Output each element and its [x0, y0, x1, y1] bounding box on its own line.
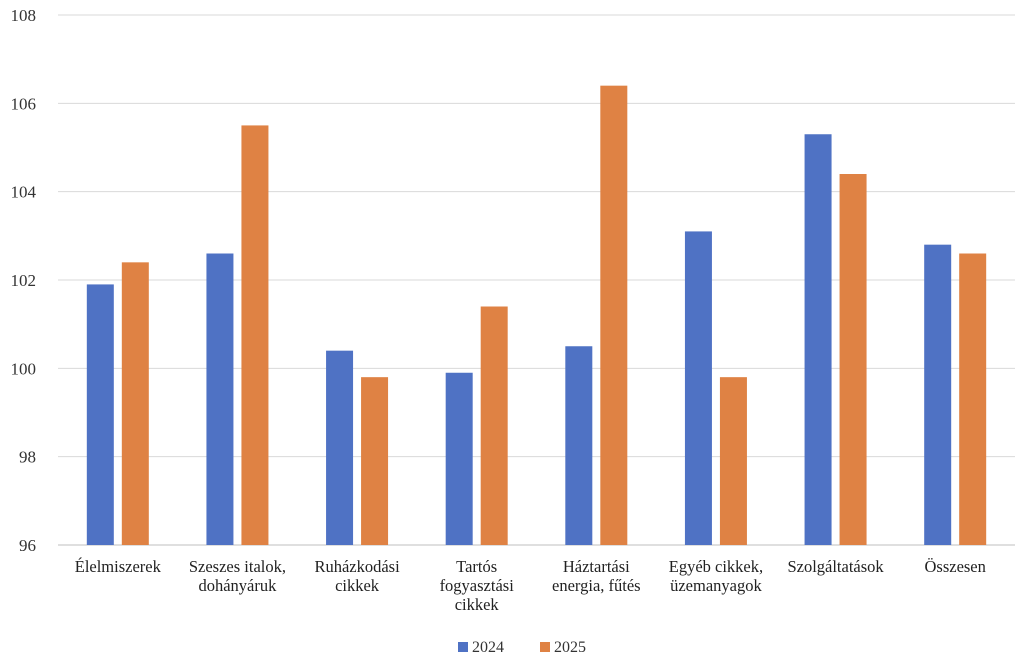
legend: 2024 2025 — [458, 639, 586, 656]
category-label: Tartós fogyasztási cikkek — [440, 557, 515, 614]
bars — [86, 85, 987, 546]
category-label: Szolgáltatások — [787, 557, 884, 576]
bar-2024-1 — [86, 284, 114, 545]
legend-label-2024: 2024 — [472, 639, 504, 656]
bar-2025-2 — [241, 125, 269, 546]
bar-2024-5 — [565, 346, 593, 545]
bar-2024-3 — [326, 350, 354, 545]
bar-2024-8 — [924, 244, 952, 545]
bar-2024-7 — [804, 134, 832, 545]
legend-swatch-2025 — [540, 642, 550, 652]
legend-swatch-2024 — [458, 642, 468, 652]
bar-2025-4 — [480, 306, 508, 545]
legend-label-2025: 2025 — [554, 639, 586, 656]
y-tick-label: 96 — [19, 536, 36, 555]
y-tick-label: 100 — [11, 359, 37, 378]
bar-2024-2 — [206, 253, 234, 545]
category-label: Egyéb cikkek, üzemanyagok — [669, 557, 763, 595]
y-tick-label: 98 — [19, 448, 36, 467]
category-label: Élelmiszerek — [75, 557, 162, 576]
y-tick-label: 104 — [11, 183, 37, 202]
bar-2025-3 — [361, 377, 389, 545]
y-tick-label: 106 — [11, 94, 37, 113]
y-tick-label: 102 — [11, 271, 37, 290]
category-label: Ruházkodási cikkek — [314, 557, 400, 595]
bar-2024-4 — [445, 372, 473, 545]
y-axis-tick-labels: 96 98 100 102 104 106 108 — [11, 6, 37, 555]
bar-2025-6 — [719, 377, 747, 545]
x-axis-category-labels: Élelmiszerek Szeszes italok, dohányáruk Ruh… — [75, 557, 986, 614]
category-label: Szeszes italok, dohányáruk — [189, 557, 286, 595]
bar-2025-8 — [959, 253, 987, 545]
category-label: Háztartási energia, fűtés — [552, 557, 641, 595]
y-tick-label: 108 — [11, 6, 37, 25]
bar-2025-7 — [839, 174, 867, 545]
bar-2025-5 — [600, 85, 628, 546]
bar-2024-6 — [684, 231, 712, 545]
gridlines — [58, 14, 1015, 546]
category-label: Összesen — [924, 557, 985, 576]
bar-2025-1 — [121, 262, 149, 545]
